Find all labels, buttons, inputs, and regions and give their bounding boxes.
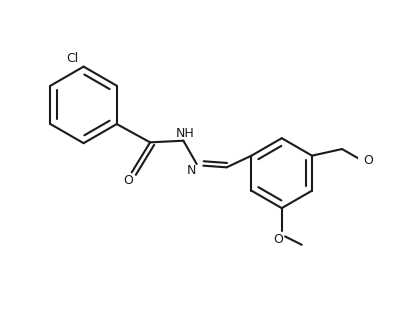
Text: O: O <box>274 233 283 246</box>
Text: Cl: Cl <box>66 52 78 65</box>
Text: NH: NH <box>176 127 194 140</box>
Text: O: O <box>124 174 133 187</box>
Text: O: O <box>364 154 374 167</box>
Text: N: N <box>187 164 196 177</box>
